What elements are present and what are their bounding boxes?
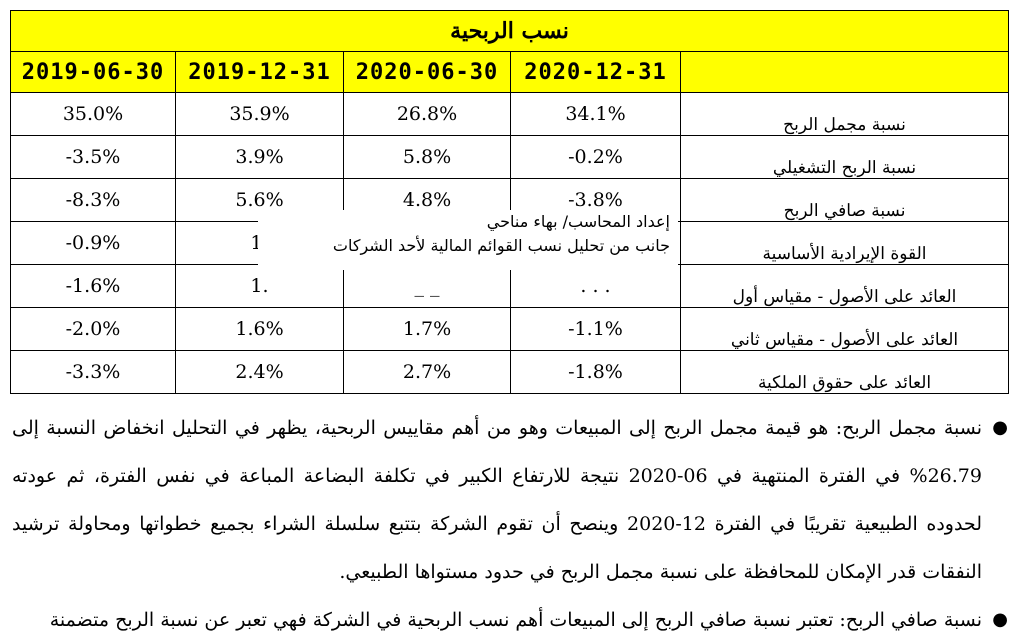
- row-label: العائد على حقوق الملكية: [679, 350, 1010, 394]
- value-cell: _ _: [343, 264, 511, 308]
- value-cell: 35.9%: [175, 92, 344, 136]
- row-label: القوة الإيرادية الأساسية: [679, 221, 1010, 265]
- value-cell: 35.0%: [10, 92, 176, 136]
- value-cell: -2.0%: [10, 307, 176, 351]
- table-row: -1.6% 1. _ _ . . . العائد على الأصول - م…: [10, 264, 1010, 308]
- value-cell: -1.8%: [510, 350, 681, 394]
- value-cell: . . .: [510, 264, 681, 308]
- value-cell: 5.8%: [343, 135, 511, 179]
- period-header: 2020-12-31: [510, 51, 681, 93]
- period-header: 2020-06-30: [343, 51, 511, 93]
- value-cell: -3.3%: [10, 350, 176, 394]
- bullet-dot-icon: ●: [992, 609, 1008, 630]
- value-cell: 34.1%: [510, 92, 681, 136]
- row-label: نسبة الربح التشغيلي: [679, 135, 1010, 179]
- value-cell: -1.1%: [510, 307, 681, 351]
- row-label: العائد على الأصول - مقياس ثاني: [679, 307, 1010, 351]
- value-cell: -0.9%: [10, 221, 176, 265]
- list-item: ● نسبة مجمل الربح: هو قيمة مجمل الربح إل…: [12, 404, 1012, 596]
- analysis-bullets: ● نسبة مجمل الربح: هو قيمة مجمل الربح إل…: [12, 404, 1012, 644]
- list-item: ● نسبة صافي الربح: تعتبر نسبة صافي الربح…: [12, 596, 1012, 644]
- header-row: 2019-06-30 2019-12-31 2020-06-30 2020-12…: [10, 51, 1010, 93]
- table-title: نسب الربحية: [9, 10, 1010, 52]
- value-cell: 1.: [175, 264, 344, 308]
- value-cell: 26.8%: [343, 92, 511, 136]
- value-cell: -1.6%: [10, 264, 176, 308]
- value-cell: 3.9%: [175, 135, 344, 179]
- bullet-dot-icon: ●: [992, 417, 1008, 438]
- row-label: العائد على الأصول - مقياس أول: [679, 264, 1010, 308]
- profitability-table: نسب الربحية 2019-06-30 2019-12-31 2020-0…: [9, 10, 1010, 394]
- row-label: نسبة صافي الربح: [679, 178, 1010, 222]
- author-watermark: إعداد المحاسب/ بهاء مناحي جانب من تحليل …: [258, 210, 678, 270]
- value-cell: 2.4%: [175, 350, 344, 394]
- bullet-text: نسبة صافي الربح: تعتبر نسبة صافي الربح إ…: [49, 609, 982, 631]
- watermark-line: جانب من تحليل نسب القوائم المالية لأحد ا…: [332, 236, 670, 255]
- value-cell: -8.3%: [10, 178, 176, 222]
- row-label: نسبة مجمل الربح: [679, 92, 1010, 136]
- table-row: -3.5% 3.9% 5.8% -0.2% نسبة الربح التشغيل…: [10, 135, 1010, 179]
- value-cell: 2.7%: [343, 350, 511, 394]
- value-cell: -3.5%: [10, 135, 176, 179]
- period-header: 2019-06-30: [10, 51, 176, 93]
- bullet-text: نسبة مجمل الربح: هو قيمة مجمل الربح إلى …: [12, 417, 982, 583]
- value-cell: 1.6%: [175, 307, 344, 351]
- table-row: -2.0% 1.6% 1.7% -1.1% العائد على الأصول …: [10, 307, 1010, 351]
- period-header: 2019-12-31: [175, 51, 344, 93]
- value-cell: -0.2%: [510, 135, 681, 179]
- table-row: -3.3% 2.4% 2.7% -1.8% العائد على حقوق ال…: [10, 350, 1010, 394]
- value-cell: 1.7%: [343, 307, 511, 351]
- watermark-line: إعداد المحاسب/ بهاء مناحي: [486, 212, 670, 231]
- label-header: [679, 51, 1010, 93]
- table-row: 35.0% 35.9% 26.8% 34.1% نسبة مجمل الربح: [10, 92, 1010, 136]
